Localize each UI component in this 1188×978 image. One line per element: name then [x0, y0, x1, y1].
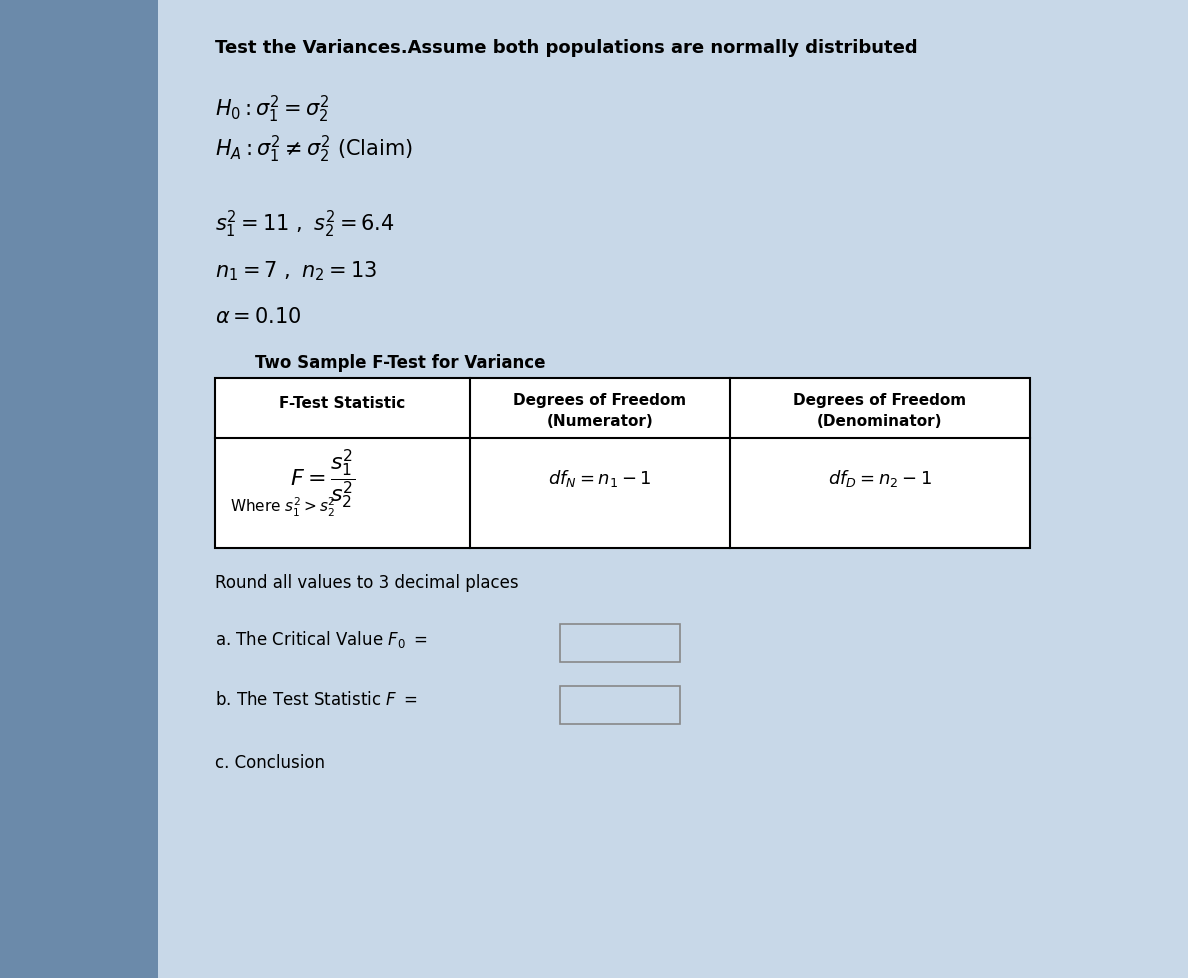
Bar	[560, 687, 680, 725]
Text: Test the Variances.Assume both populations are normally distributed: Test the Variances.Assume both populatio…	[215, 39, 917, 57]
Text: Round all values to 3 decimal places: Round all values to 3 decimal places	[215, 573, 519, 592]
Text: (Denominator): (Denominator)	[817, 413, 943, 428]
Text: $df_N = n_1 - 1$: $df_N = n_1 - 1$	[548, 468, 652, 489]
Text: $H_0:\sigma_1^2 = \sigma_2^2$: $H_0:\sigma_1^2 = \sigma_2^2$	[215, 94, 329, 125]
Bar	[0, 0, 158, 978]
Text: b. The Test Statistic $F\ = $: b. The Test Statistic $F\ = $	[215, 690, 418, 708]
Text: Degrees of Freedom: Degrees of Freedom	[794, 393, 967, 408]
Bar	[215, 378, 1030, 549]
Text: $s_1^2 = 11\ ,\ s_2^2 = 6.4$: $s_1^2 = 11\ ,\ s_2^2 = 6.4$	[215, 208, 394, 240]
Text: F-Test Statistic: F-Test Statistic	[279, 396, 405, 411]
Text: (Numerator): (Numerator)	[546, 413, 653, 428]
Text: $df_D = n_2 - 1$: $df_D = n_2 - 1$	[828, 468, 931, 489]
Text: Two Sample F-Test for Variance: Two Sample F-Test for Variance	[255, 354, 545, 372]
Text: Degrees of Freedom: Degrees of Freedom	[513, 393, 687, 408]
Text: Where $s_1^2 > s_2^2$: Where $s_1^2 > s_2^2$	[230, 495, 336, 518]
Text: c. Conclusion: c. Conclusion	[215, 753, 326, 772]
Bar	[158, 0, 1188, 978]
Text: $F = \dfrac{s_1^2}{s_2^2}$: $F = \dfrac{s_1^2}{s_2^2}$	[290, 447, 355, 511]
Text: $H_A:\sigma_1^2 \neq \sigma_2^2\ \mathrm{(Claim)}$: $H_A:\sigma_1^2 \neq \sigma_2^2\ \mathrm…	[215, 134, 413, 165]
Text: $n_1 = 7\ ,\ n_2 = 13$: $n_1 = 7\ ,\ n_2 = 13$	[215, 259, 377, 283]
Bar	[560, 624, 680, 662]
Text: a. The Critical Value $F_0\ = $: a. The Critical Value $F_0\ = $	[215, 628, 428, 649]
Text: $\alpha = 0.10$: $\alpha = 0.10$	[215, 307, 302, 327]
